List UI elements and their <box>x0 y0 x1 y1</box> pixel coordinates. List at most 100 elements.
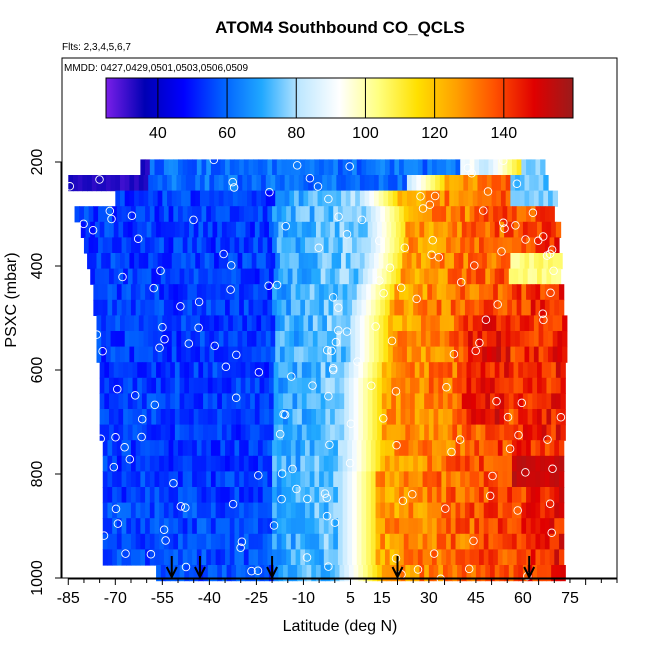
curtain-cell <box>413 549 419 566</box>
curtain-cell <box>243 206 250 223</box>
sample-circle <box>277 494 286 504</box>
curtain-cell <box>151 409 157 426</box>
curtain-cell <box>391 221 397 238</box>
curtain-cell <box>229 471 236 488</box>
curtain-cell <box>466 393 472 410</box>
curtain-cell <box>149 502 156 519</box>
curtain-cell <box>558 487 565 504</box>
curtain-cell <box>182 206 189 223</box>
curtain-cell <box>424 221 430 238</box>
curtain-cell <box>548 346 554 363</box>
curtain-cell <box>116 518 123 535</box>
curtain-cell <box>182 502 189 519</box>
curtain-cell <box>529 346 535 363</box>
curtain-cell <box>446 549 452 566</box>
curtain-cell <box>416 346 422 363</box>
curtain-cell <box>497 471 504 488</box>
curtain-cell <box>104 424 110 441</box>
curtain-cell <box>312 331 319 348</box>
sample-circle <box>99 531 109 540</box>
curtain-cell <box>265 315 272 332</box>
curtain-cell <box>419 565 425 582</box>
sample-circle <box>265 187 274 197</box>
curtain-cell <box>352 284 358 301</box>
curtain-cell <box>413 518 419 535</box>
curtain-cell <box>524 253 530 270</box>
curtain-cell <box>278 565 284 582</box>
curtain-cell <box>419 362 425 379</box>
curtain-cell <box>359 331 366 348</box>
curtain-cell <box>295 549 301 566</box>
curtain-cell <box>174 362 181 379</box>
curtain-cell <box>152 175 159 192</box>
curtain-cell <box>555 565 562 582</box>
curtain-cell <box>297 221 303 238</box>
sample-circle <box>449 349 459 359</box>
curtain-cell <box>206 502 212 519</box>
curtain-cell <box>229 237 236 254</box>
curtain-cell <box>178 502 184 519</box>
curtain-cell <box>546 377 552 394</box>
curtain-cell <box>447 362 453 379</box>
curtain-cell <box>446 299 452 316</box>
curtain-cell <box>130 440 137 457</box>
curtain-cell <box>551 377 557 394</box>
curtain-cell <box>468 346 474 363</box>
curtain-cell <box>283 424 289 441</box>
curtain-cell <box>384 549 391 566</box>
curtain-cell <box>187 533 193 550</box>
curtain-cell <box>377 362 383 379</box>
curtain-cell <box>270 253 276 270</box>
curtain-cell <box>232 175 239 192</box>
curtain-cell <box>225 440 231 457</box>
curtain-cell <box>549 206 555 223</box>
curtain-cell <box>135 299 141 316</box>
curtain-cell <box>154 299 160 316</box>
curtain-cell <box>143 346 149 363</box>
curtain-cell <box>511 159 518 176</box>
curtain-cell <box>353 362 359 379</box>
curtain-cell <box>98 237 104 254</box>
curtain-cell <box>411 346 417 363</box>
curtain-cell <box>281 237 287 254</box>
curtain-cell <box>99 268 105 285</box>
curtain-cell <box>225 471 231 488</box>
curtain-cell <box>120 190 126 207</box>
curtain-cell <box>438 393 444 410</box>
curtain-cell <box>146 221 152 238</box>
curtain-cell <box>353 393 359 410</box>
curtain-cell <box>298 331 305 348</box>
curtain-cell <box>231 409 237 426</box>
curtain-cell <box>530 518 537 535</box>
curtain-cell <box>276 237 283 254</box>
curtain-cell <box>328 502 334 519</box>
curtain-cell <box>116 455 123 472</box>
curtain-cell <box>427 487 433 504</box>
sample-circle <box>549 266 558 276</box>
curtain-cell <box>141 377 148 394</box>
curtain-cell <box>500 253 507 270</box>
curtain-cell <box>182 471 189 488</box>
curtain-cell <box>79 206 85 223</box>
curtain-cell <box>135 549 141 566</box>
curtain-cell <box>383 315 389 332</box>
curtain-cell <box>380 159 386 176</box>
curtain-cell <box>272 455 278 472</box>
curtain-cell <box>366 159 372 176</box>
curtain-cell <box>198 268 204 285</box>
curtain-cell <box>276 455 283 472</box>
sample-circle <box>493 300 502 309</box>
curtain-cell <box>405 268 411 285</box>
curtain-cell <box>333 533 339 550</box>
curtain-cell <box>416 253 422 270</box>
curtain-cell <box>96 315 102 332</box>
curtain-cell <box>406 331 413 348</box>
curtain-cell <box>275 315 281 332</box>
curtain-cell <box>439 175 446 192</box>
curtain-cell <box>123 221 129 238</box>
curtain-cell <box>270 175 276 192</box>
curtain-cell <box>363 268 369 285</box>
curtain-cell <box>457 409 463 426</box>
curtain-cell <box>256 331 262 348</box>
curtain-layer <box>68 159 568 582</box>
